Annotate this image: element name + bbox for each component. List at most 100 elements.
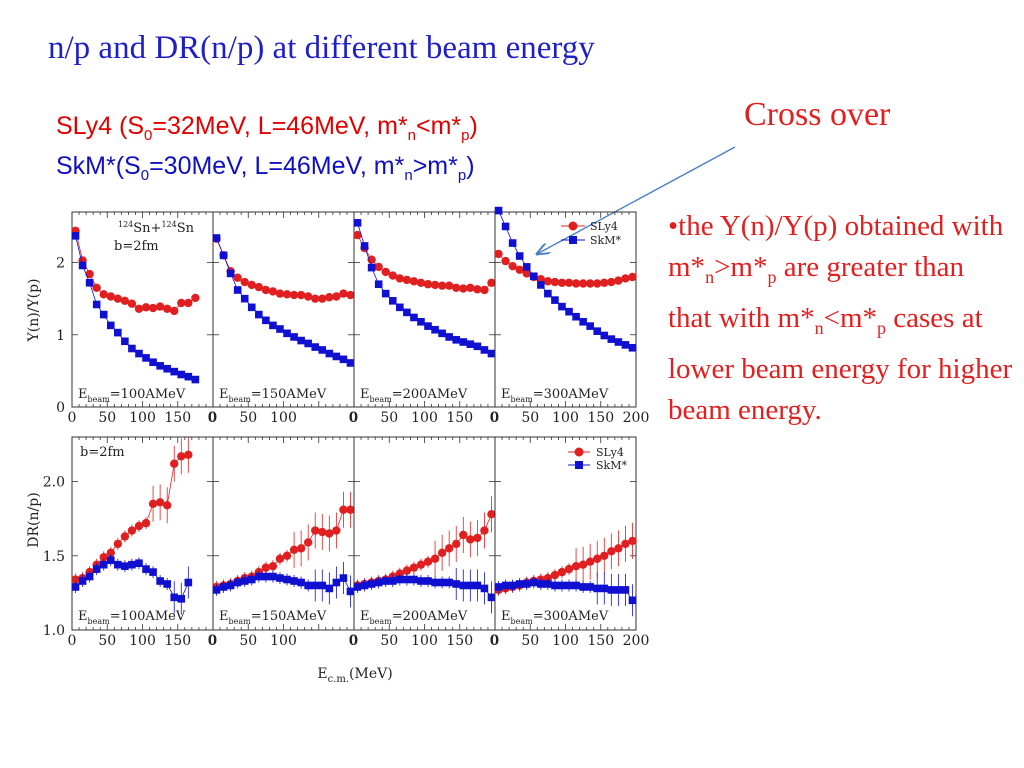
bottom-sly4-point-1-13 xyxy=(303,538,313,547)
top-sly4-point-2-10 xyxy=(423,280,433,289)
top-skm-point-3-5 xyxy=(529,272,538,281)
top-sly4-point-0-14 xyxy=(170,306,179,316)
bottom-sly4-point-0-4 xyxy=(99,553,108,562)
top-sly4-point-1-15 xyxy=(318,294,327,303)
top-sly4-point-0-11 xyxy=(148,303,158,313)
top-sly4-point-2-18 xyxy=(480,285,489,295)
top-skm-point-2-14 xyxy=(452,336,461,344)
bottom-sly4-point-3-17 xyxy=(614,544,623,553)
top-xtick-label-2-0: 0 xyxy=(350,410,359,426)
impact-param-label-bottom: b=2fm xyxy=(80,445,125,460)
top-skm-point-3-3 xyxy=(515,252,524,260)
top-sly4-point-1-13 xyxy=(303,292,313,301)
bottom-sly4-point-0-13 xyxy=(162,501,172,510)
top-skm-point-1-15 xyxy=(318,346,327,354)
bottom-sly4-point-2-17 xyxy=(473,533,482,543)
top-skm-point-1-7 xyxy=(262,316,270,325)
bottom-xtick-label-0-0: 0 xyxy=(68,633,77,649)
bottom-sly4-point-2-10 xyxy=(423,557,433,566)
bottom-sly4-point-0-15 xyxy=(177,452,186,461)
top-skm-point-0-17 xyxy=(191,375,200,384)
bottom-skm-point-1-17 xyxy=(332,578,341,587)
bottom-skm-point-3-12 xyxy=(579,583,587,591)
bottom-skm-point-2-9 xyxy=(417,577,425,585)
top-skm-point-0-5 xyxy=(106,321,115,330)
top-skm-point-1-13 xyxy=(304,339,312,348)
bottom-sly4-point-2-14 xyxy=(452,539,461,549)
top-sly4-point-0-15 xyxy=(177,298,186,308)
top-skm-point-2-9 xyxy=(417,317,425,326)
bottom-xtick-label-2-2: 100 xyxy=(411,633,438,649)
top-xtick-label-2-2: 100 xyxy=(411,410,438,426)
bottom-skm-point-0-12 xyxy=(156,577,164,585)
top-xtick-label-2-1: 50 xyxy=(380,410,398,426)
top-skm-point-1-2 xyxy=(226,269,235,278)
top-sly4-point-0-9 xyxy=(134,304,144,313)
top-sly4-point-1-4 xyxy=(240,277,249,287)
top-ytick-label-1: 1 xyxy=(56,328,65,344)
top-skm-point-2-6 xyxy=(396,303,404,312)
bottom-skm-point-0-14 xyxy=(170,593,179,602)
top-skm-point-0-6 xyxy=(114,328,122,337)
bottom-skm-point-2-4 xyxy=(381,577,390,585)
top-skm-point-0-16 xyxy=(184,372,193,381)
bottom-skm-point-1-3 xyxy=(233,578,242,587)
top-skm-point-1-16 xyxy=(325,349,334,358)
bottom-skm-point-3-5 xyxy=(529,578,538,587)
legend-top: SLy4 SkM* xyxy=(561,220,621,247)
top-sly4-point-1-12 xyxy=(296,290,306,300)
top-skm-point-0-2 xyxy=(85,278,94,287)
top-skm-point-0-10 xyxy=(142,354,150,362)
legend-skm-marker xyxy=(569,236,577,244)
bottom-sly4-point-1-7 xyxy=(261,563,271,572)
sly4-parameters: SLy4 (S0=32MeV, L=46MeV, m*n<m*p) xyxy=(56,112,478,144)
top-sly4-point-3-10 xyxy=(564,278,574,287)
bottom-xtick-label-0-4: 0 xyxy=(208,633,217,649)
top-panel-frame-1 xyxy=(212,211,355,408)
bottom-skm-point-2-17 xyxy=(473,581,482,590)
bottom-sly4-point-1-18 xyxy=(339,505,348,514)
top-sly4-point-2-11 xyxy=(430,280,440,290)
top-sly4-point-0-4 xyxy=(99,290,108,299)
top-sly4-point-2-8 xyxy=(409,277,419,286)
legend-sly4-marker-bottom xyxy=(574,447,584,457)
top-sly4-point-3-1 xyxy=(501,256,510,266)
bottom-skm-point-2-7 xyxy=(403,575,411,584)
bottom-skm-point-1-12 xyxy=(297,578,305,587)
bottom-xtick-label-2-4: 0 xyxy=(490,633,499,649)
top-skm-point-2-4 xyxy=(381,289,390,298)
bottom-xtick-label-3-1: 50 xyxy=(521,633,539,649)
bottom-xtick-label-0-2: 100 xyxy=(129,633,156,649)
top-sly4-point-0-8 xyxy=(127,299,137,308)
bottom-skm-point-3-18 xyxy=(621,586,630,594)
legend-sly4-label: SLy4 xyxy=(590,220,618,233)
top-skm-point-2-1 xyxy=(360,242,369,250)
top-skm-point-0-7 xyxy=(121,337,129,346)
top-sly4-point-2-5 xyxy=(388,271,397,280)
bottom-sly4-point-3-8 xyxy=(550,570,560,580)
top-sly4-point-2-0 xyxy=(353,230,362,240)
bottom-sly4-point-3-9 xyxy=(557,567,567,577)
top-sly4-point-2-3 xyxy=(374,262,383,272)
impact-param-label-top: b=2fm xyxy=(114,239,159,254)
bottom-sly4-point-1-15 xyxy=(318,527,327,537)
bottom-panel-frame-0 xyxy=(71,436,214,631)
top-sly4-point-3-11 xyxy=(571,279,581,288)
top-skm-point-1-8 xyxy=(269,321,277,330)
bottom-skm-point-2-13 xyxy=(445,578,453,587)
bullet-text: •the Y(n)/Y(p) obtained with m*n>m*p are… xyxy=(668,210,1013,426)
top-skm-point-1-1 xyxy=(219,251,228,260)
top-sly4-point-3-13 xyxy=(585,279,595,288)
skm-parameters: SkM*(S0=30MeV, L=46MeV, m*n>m*p) xyxy=(56,152,475,184)
top-sly4-point-1-11 xyxy=(289,290,299,300)
top-skm-point-1-19 xyxy=(346,359,355,367)
bottom-y-axis-label: DR(n/p) xyxy=(26,492,42,547)
top-skm-point-2-10 xyxy=(424,322,432,330)
top-skm-point-1-12 xyxy=(297,336,305,345)
top-ytick-label-2: 2 xyxy=(56,256,65,272)
bottom-skm-point-1-1 xyxy=(219,583,228,591)
top-sly4-point-3-15 xyxy=(600,278,609,287)
top-sly4-point-1-16 xyxy=(325,293,334,302)
bottom-skm-point-3-14 xyxy=(593,584,602,593)
top-skm-point-3-16 xyxy=(607,335,616,343)
